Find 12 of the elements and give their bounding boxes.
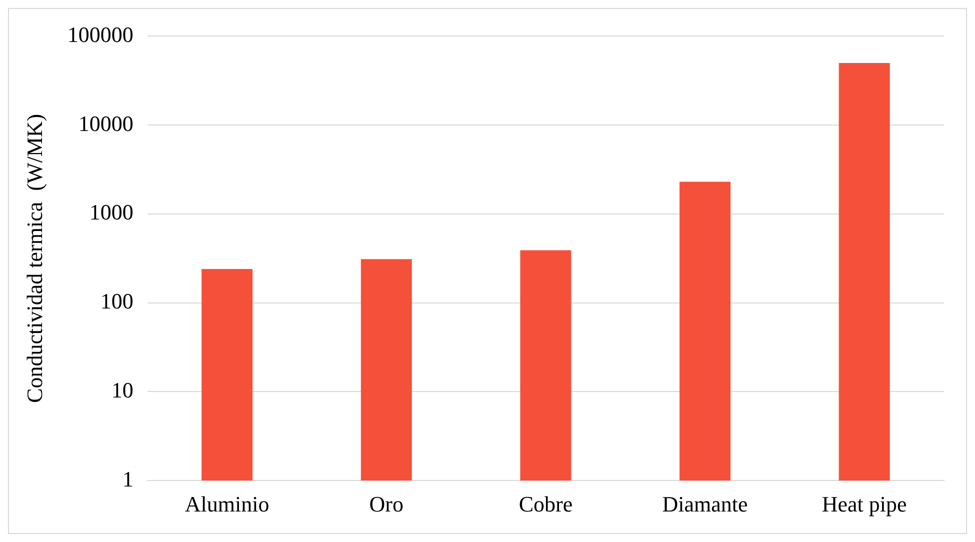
y-axis-title: Conductividad termica (W/MK)	[22, 114, 47, 403]
x-tick-label: Diamante	[662, 492, 748, 517]
y-tick-label: 100000	[67, 22, 134, 47]
x-tick-label: Oro	[369, 492, 404, 517]
x-tick-label: Aluminio	[184, 492, 270, 517]
y-tick-label: 1	[122, 466, 134, 492]
y-tick-label: 10000	[78, 110, 134, 136]
y-tick-label: 10	[111, 378, 134, 402]
x-tick-label: Heat pipe	[822, 492, 907, 517]
y-tick-label: 100	[100, 288, 134, 314]
y-tick-label: 1000	[89, 200, 134, 225]
x-tick-label: Cobre	[518, 492, 573, 517]
